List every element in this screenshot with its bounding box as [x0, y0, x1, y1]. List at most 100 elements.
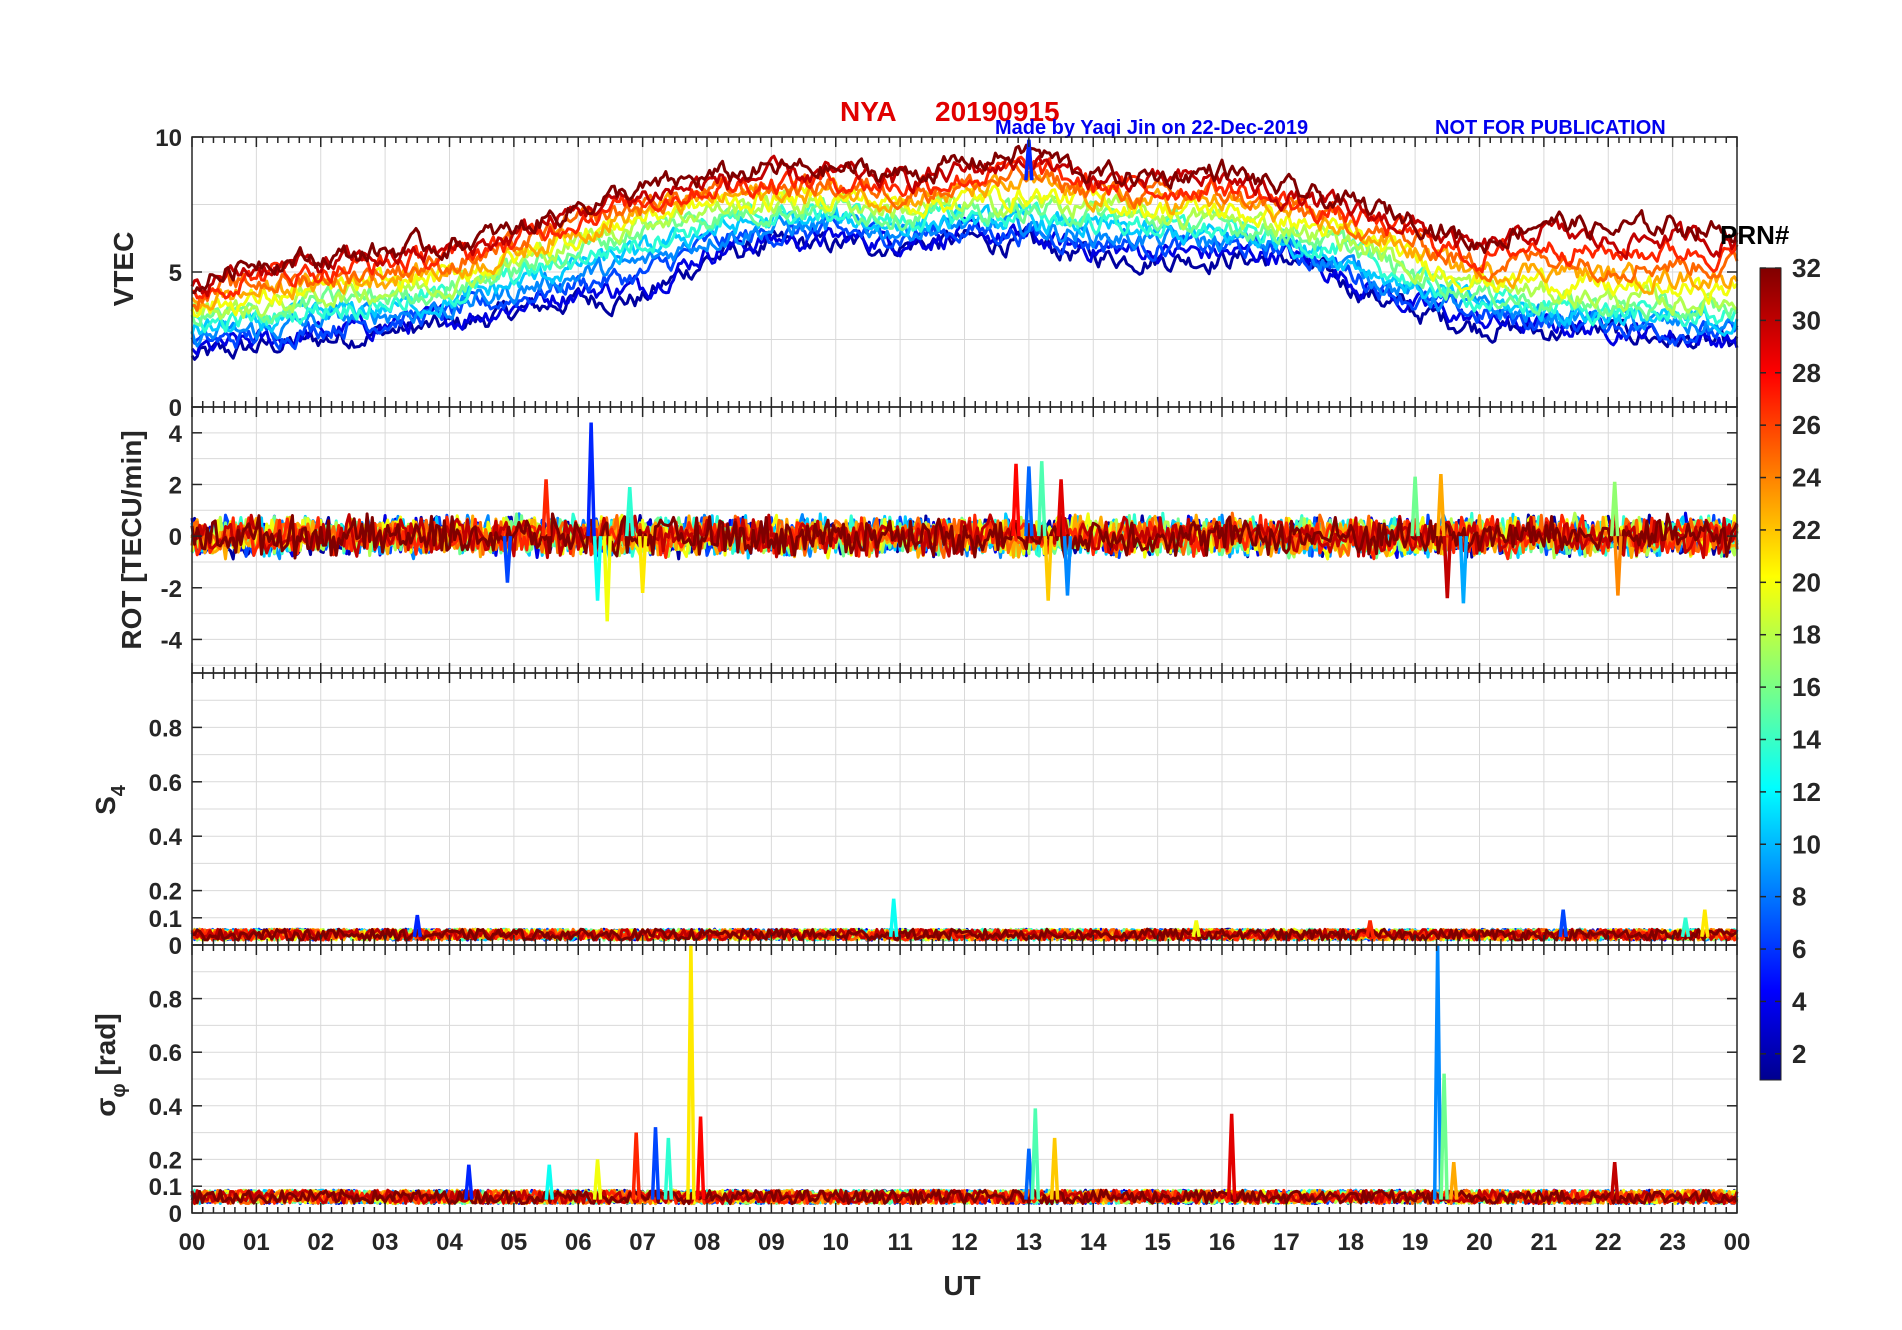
sigma_phi-spike: [1449, 1161, 1459, 1200]
sigma_phi-spike: [631, 1132, 641, 1200]
colorbar-tick-label: 22: [1792, 515, 1821, 545]
s4-spike: [1365, 920, 1375, 938]
panel-rot: -4 -2 0 2 4: [161, 406, 1739, 674]
x-tick-label: 08: [694, 1229, 721, 1256]
series-line-prn-4: [190, 216, 1739, 356]
s4-spike: [412, 914, 423, 938]
series-line-prn-2: [190, 225, 1739, 361]
panel-sigma-phi: 00.10.2 0.4 0.6 0.8: [149, 944, 1739, 1228]
x-axis-label: UT: [943, 1270, 980, 1301]
rot-spike: [1609, 481, 1620, 537]
colorbar-tick-label: 20: [1792, 567, 1821, 597]
rot-ylabel: ROT [TECU/min]: [116, 430, 147, 649]
rot-ytick-label: -2: [161, 576, 182, 603]
sigma_phi-ytick-label: 0: [169, 1201, 182, 1228]
sigma-ylabel-unit: [rad]: [90, 1013, 121, 1083]
s4-ytick-label: 0.1: [149, 906, 182, 933]
series-line-prn-14: [191, 201, 1739, 334]
sigma_phi-ytick-label: 0.1: [149, 1174, 182, 1201]
rot-spike: [1062, 536, 1073, 596]
colorbar-tick-label: 24: [1792, 463, 1821, 493]
x-tick-label: 00: [1724, 1229, 1751, 1256]
x-tick-label: 13: [1016, 1229, 1043, 1256]
colorbar-tick-label: 10: [1792, 829, 1821, 859]
colorbar-tick-label: 32: [1792, 253, 1821, 283]
rot-spike: [637, 536, 648, 594]
s4-ytick-label: 0.2: [149, 879, 182, 906]
rot-ytick-label: 2: [169, 472, 182, 499]
colorbar-tick-label: 18: [1792, 620, 1821, 650]
colorbar-tick-label: 8: [1792, 882, 1806, 912]
x-tick-label: 07: [629, 1229, 656, 1256]
rot-ytick-label: 4: [169, 421, 183, 448]
s4-spike: [1680, 917, 1691, 938]
sigma_phi-spike: [650, 1127, 661, 1200]
x-tick-label: 12: [951, 1229, 978, 1256]
title-notice: NOT FOR PUBLICATION: [1435, 117, 1666, 139]
s4-ytick-label: 0: [169, 933, 182, 960]
x-tick-label: 16: [1209, 1229, 1236, 1256]
s4-ylabel: S4: [90, 784, 130, 815]
sigma_phi-spike: [592, 1159, 603, 1200]
sigma_phi-spike: [1030, 1108, 1041, 1200]
title-station: NYA: [840, 96, 897, 127]
colorbar-tick-label: 26: [1792, 410, 1821, 440]
s4-ytick-label: 0.8: [149, 715, 182, 742]
colorbar-tick-label: 4: [1792, 986, 1807, 1016]
x-tick-label: 04: [436, 1229, 463, 1256]
rot-ytick-label: -4: [161, 627, 183, 654]
x-tick-labels: 00 01 02 03 04 05 06 07 08 09 10 11 12 13 14 15 16 17 18 19…: [179, 1229, 1751, 1256]
s4-ylabel-main: S: [90, 796, 121, 815]
sigma_phi-spike: [1439, 1073, 1449, 1200]
title-credit: Made by Yaqi Jin on 22-Dec-2019: [995, 117, 1308, 139]
x-tick-label: 11: [887, 1229, 912, 1256]
rot-ytick-label: 0: [169, 524, 182, 551]
sigma_phi-spike: [1024, 1148, 1034, 1200]
vtec-ylabel: VTEC: [108, 232, 139, 307]
sigma_phi-spike: [1049, 1137, 1060, 1200]
rot-spike: [1043, 536, 1053, 601]
s4-spike: [1191, 920, 1201, 938]
vtec-ytick-label: 5: [169, 260, 182, 287]
series-line-prn-32: [191, 927, 1738, 942]
s4-ytick-label: 0.4: [149, 824, 183, 851]
x-tick-label: 19: [1402, 1229, 1429, 1256]
s4-spike: [888, 898, 899, 937]
s4-ylabel-sub: 4: [108, 784, 130, 796]
series-line-prn-32: [191, 143, 1739, 295]
sigma_phi-spike: [1226, 1113, 1237, 1200]
colorbar-tick-label: 2: [1792, 1039, 1806, 1069]
sigma_phi-spike: [686, 944, 696, 1200]
x-tick-label: 14: [1080, 1229, 1107, 1256]
vtec-ytick-label: 10: [155, 125, 182, 152]
series-line-prn-32: [190, 512, 1739, 560]
sigma_phi-ytick-label: 0.6: [149, 1040, 182, 1067]
rot-spike: [1458, 536, 1469, 604]
x-tick-label: 23: [1659, 1229, 1686, 1256]
x-tick-label: 06: [565, 1229, 592, 1256]
sigma_phi-ytick-label: 0.2: [149, 1147, 182, 1174]
rot-spike: [502, 536, 513, 583]
rot-spike: [1613, 536, 1623, 596]
rot-spike: [541, 479, 551, 537]
sigma_phi-ytick-label: 0.4: [149, 1094, 183, 1121]
title-date: 20190915: [935, 96, 1060, 127]
sigma_phi-spike: [464, 1164, 474, 1200]
colorbar-title: PRN#: [1720, 220, 1790, 250]
rot-spike: [1056, 479, 1066, 537]
sigma_phi-spike: [663, 1137, 674, 1200]
colorbar-tick-label: 28: [1792, 358, 1821, 388]
s4-ytick-label: 0.6: [149, 770, 182, 797]
x-tick-label: 05: [501, 1229, 528, 1256]
rot-spike: [625, 486, 635, 537]
colorbar-tick-label: 14: [1792, 724, 1821, 754]
x-tick-label: 22: [1595, 1229, 1622, 1256]
sigma_phi-spike: [1432, 944, 1443, 1200]
rot-spike: [1436, 474, 1446, 537]
colorbar-tick-label: 16: [1792, 672, 1821, 702]
colorbar: [1759, 267, 1782, 1081]
vtec-ytick-label: 0: [169, 395, 182, 422]
x-tick-label: 17: [1273, 1229, 1300, 1256]
